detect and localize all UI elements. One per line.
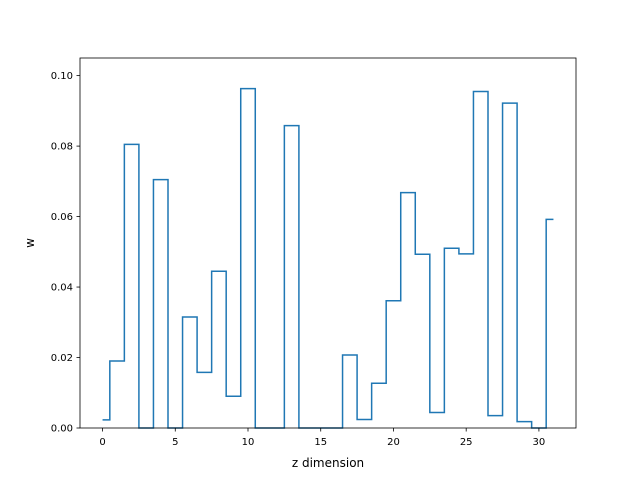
x-tick-label: 20 [387, 437, 400, 448]
x-tick-label: 0 [99, 437, 105, 448]
x-axis-label: z dimension [292, 456, 364, 470]
axes-frame [79, 57, 577, 429]
x-tick-label: 10 [242, 437, 255, 448]
y-tick-label: 0.02 [51, 353, 73, 364]
y-tick-label: 0.00 [51, 424, 73, 435]
y-tick-label: 0.10 [51, 71, 73, 82]
x-tick-label: 25 [460, 437, 473, 448]
y-axis-ticks: 0.00 0.02 0.04 0.06 0.08 0.10 [51, 71, 80, 435]
y-tick-label: 0.06 [51, 212, 73, 223]
x-tick-label: 15 [314, 437, 327, 448]
y-tick-label: 0.08 [51, 142, 73, 153]
y-tick-label: 0.04 [51, 283, 73, 294]
x-tick-label: 5 [172, 437, 178, 448]
x-tick-label: 30 [533, 437, 546, 448]
x-axis-ticks: 0 5 10 15 20 25 30 [99, 428, 545, 448]
y-axis-label: w [23, 238, 37, 248]
